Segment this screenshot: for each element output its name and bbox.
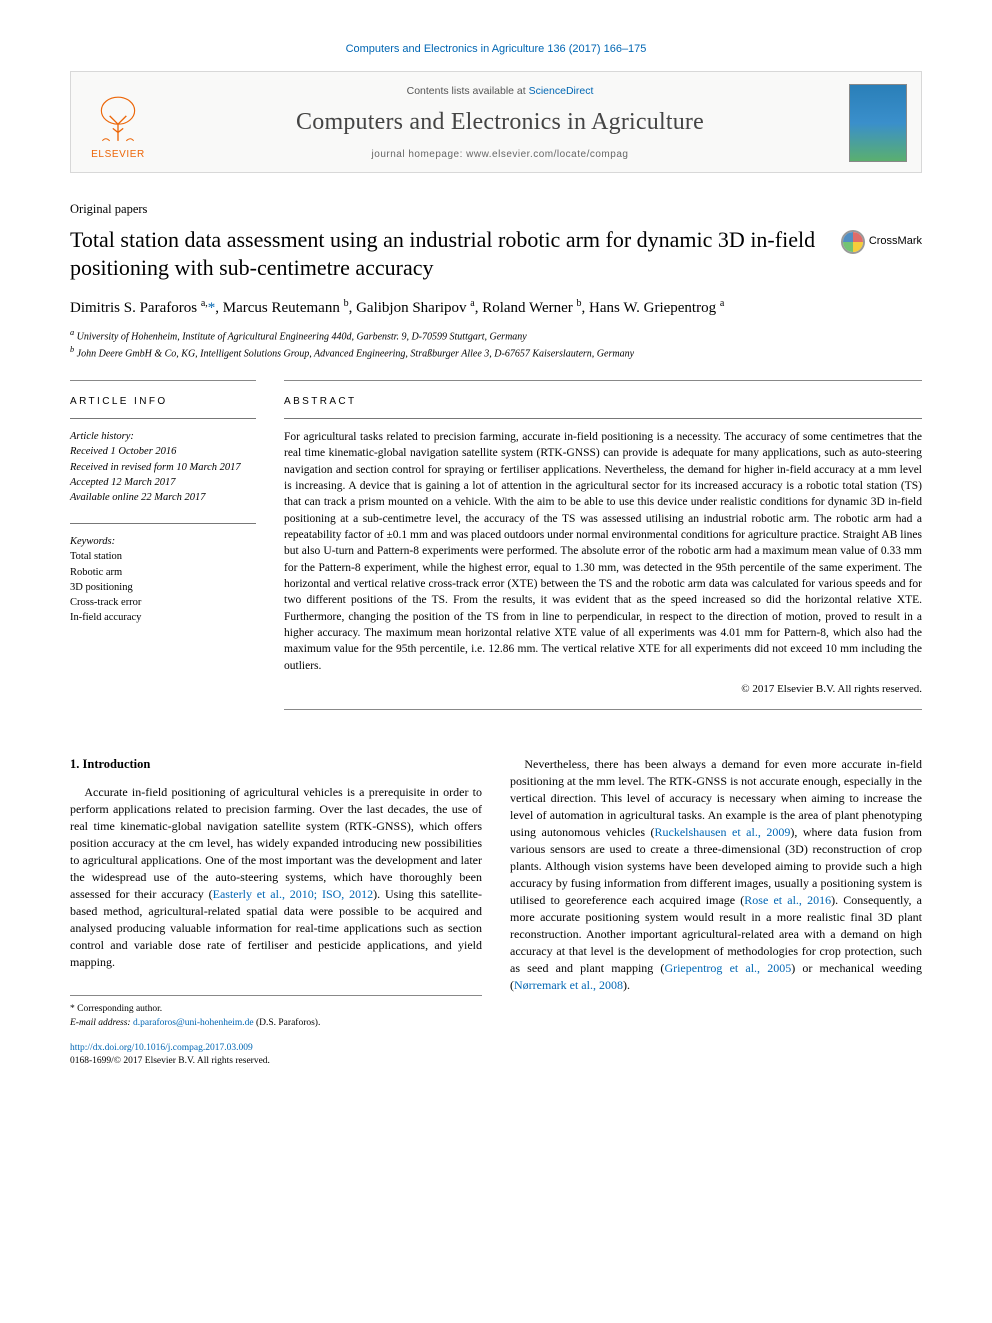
corresponding-email: E-mail address: d.paraforos@uni-hohenhei… — [70, 1016, 482, 1030]
keyword: Cross-track error — [70, 595, 256, 610]
affiliations: a University of Hohenheim, Institute of … — [70, 327, 922, 362]
corresponding-author-footer: * Corresponding author. E-mail address: … — [70, 995, 482, 1031]
journal-name: Computers and Electronics in Agriculture — [169, 106, 831, 138]
doi-link[interactable]: http://dx.doi.org/10.1016/j.compag.2017.… — [70, 1043, 253, 1053]
history-received: Received 1 October 2016 — [70, 444, 256, 459]
homepage-pre: journal homepage: — [372, 149, 467, 160]
sciencedirect-link[interactable]: ScienceDirect — [529, 85, 594, 97]
history-header: Article history: — [70, 429, 256, 444]
elsevier-wordmark: ELSEVIER — [91, 148, 145, 162]
citation-link[interactable]: Rose et al., 2016 — [744, 893, 831, 907]
article-history: Article history: Received 1 October 2016… — [70, 429, 256, 505]
crossmark-label: CrossMark — [869, 234, 922, 249]
authors-line: Dimitris S. Paraforos a,*, Marcus Reutem… — [70, 297, 922, 319]
body-col-right: Nevertheless, there has been always a de… — [510, 756, 922, 1031]
keyword: Total station — [70, 549, 256, 564]
elsevier-logo: ELSEVIER — [85, 84, 151, 162]
journal-banner: ELSEVIER Contents lists available at Sci… — [70, 71, 922, 173]
citation-link[interactable]: Nørremark et al., 2008 — [514, 978, 623, 992]
keyword: Robotic arm — [70, 565, 256, 580]
history-online: Available online 22 March 2017 — [70, 490, 256, 505]
citation-link[interactable]: Ruckelshausen et al., 2009 — [655, 825, 791, 839]
citation-header: Computers and Electronics in Agriculture… — [70, 42, 922, 57]
abstract-text: For agricultural tasks related to precis… — [284, 429, 922, 674]
intro-para-1: Accurate in-field positioning of agricul… — [70, 784, 482, 971]
corresponding-label: * Corresponding author. — [70, 1002, 482, 1016]
keyword: In-field accuracy — [70, 610, 256, 625]
keywords-block: Keywords: Total station Robotic arm 3D p… — [70, 534, 256, 625]
abstract-label: ABSTRACT — [284, 395, 922, 409]
journal-homepage: journal homepage: www.elsevier.com/locat… — [169, 148, 831, 162]
history-accepted: Accepted 12 March 2017 — [70, 475, 256, 490]
keywords-header: Keywords: — [70, 534, 256, 549]
contents-pre: Contents lists available at — [407, 85, 529, 97]
contents-available: Contents lists available at ScienceDirec… — [169, 84, 831, 98]
article-type: Original papers — [70, 201, 922, 218]
journal-cover-thumb — [849, 84, 907, 162]
affiliation-a: a University of Hohenheim, Institute of … — [70, 327, 922, 344]
citation-link[interactable]: Easterly et al., 2010; ISO, 2012 — [213, 887, 374, 901]
footer-meta: http://dx.doi.org/10.1016/j.compag.2017.… — [70, 1042, 922, 1068]
body-col-left: 1. Introduction Accurate in-field positi… — [70, 756, 482, 1031]
crossmark-badge[interactable]: CrossMark — [841, 230, 922, 254]
affiliation-b: b John Deere GmbH & Co, KG, Intelligent … — [70, 344, 922, 361]
email-link[interactable]: d.paraforos@uni-hohenheim.de — [133, 1018, 254, 1028]
article-info-label: ARTICLE INFO — [70, 395, 256, 409]
homepage-url[interactable]: www.elsevier.com/locate/compag — [466, 149, 628, 160]
issn-copyright: 0168-1699/© 2017 Elsevier B.V. All right… — [70, 1055, 922, 1068]
crossmark-icon — [841, 230, 865, 254]
article-title: Total station data assessment using an i… — [70, 226, 827, 283]
section-heading-1: 1. Introduction — [70, 756, 482, 774]
intro-para-2: Nevertheless, there has been always a de… — [510, 756, 922, 994]
history-revised: Received in revised form 10 March 2017 — [70, 460, 256, 475]
keyword: 3D positioning — [70, 580, 256, 595]
elsevier-tree-icon — [92, 93, 144, 145]
abstract-copyright: © 2017 Elsevier B.V. All rights reserved… — [284, 682, 922, 697]
citation-link[interactable]: Griepentrog et al., 2005 — [664, 961, 791, 975]
